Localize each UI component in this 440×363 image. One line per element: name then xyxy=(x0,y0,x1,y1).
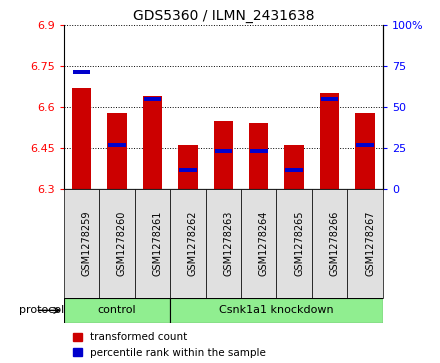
Bar xyxy=(250,149,268,152)
Bar xyxy=(143,96,162,189)
Text: GSM1278261: GSM1278261 xyxy=(152,211,162,276)
Text: GSM1278260: GSM1278260 xyxy=(117,211,127,276)
Bar xyxy=(249,123,268,189)
Bar xyxy=(312,189,347,298)
Bar xyxy=(73,70,90,74)
Text: Csnk1a1 knockdown: Csnk1a1 knockdown xyxy=(219,305,334,315)
Bar xyxy=(205,189,241,298)
Bar xyxy=(64,298,170,323)
Bar xyxy=(241,189,276,298)
Text: GSM1278259: GSM1278259 xyxy=(81,211,92,276)
Bar xyxy=(320,94,339,189)
Bar xyxy=(179,168,197,172)
Bar xyxy=(64,189,99,298)
Text: GSM1278264: GSM1278264 xyxy=(259,211,269,276)
Legend: transformed count, percentile rank within the sample: transformed count, percentile rank withi… xyxy=(69,328,270,362)
Text: GSM1278267: GSM1278267 xyxy=(365,211,375,276)
Text: GSM1278265: GSM1278265 xyxy=(294,211,304,276)
Bar xyxy=(356,143,374,147)
Title: GDS5360 / ILMN_2431638: GDS5360 / ILMN_2431638 xyxy=(132,9,314,23)
Bar xyxy=(99,189,135,298)
Text: protocol: protocol xyxy=(18,305,64,315)
Text: GSM1278262: GSM1278262 xyxy=(188,211,198,276)
Bar xyxy=(213,121,233,189)
Bar xyxy=(347,189,383,298)
Bar xyxy=(170,189,205,298)
Bar xyxy=(143,97,161,101)
Bar xyxy=(276,189,312,298)
Bar xyxy=(108,143,126,147)
Text: GSM1278263: GSM1278263 xyxy=(223,211,233,276)
Bar xyxy=(107,113,127,189)
Bar xyxy=(321,97,338,101)
Text: control: control xyxy=(98,305,136,315)
Bar xyxy=(135,189,170,298)
Bar xyxy=(72,88,91,189)
Bar xyxy=(356,113,375,189)
Bar xyxy=(178,145,198,189)
Bar xyxy=(215,149,232,152)
Text: GSM1278266: GSM1278266 xyxy=(330,211,340,276)
Bar xyxy=(284,145,304,189)
Bar xyxy=(170,298,383,323)
Bar xyxy=(286,168,303,172)
